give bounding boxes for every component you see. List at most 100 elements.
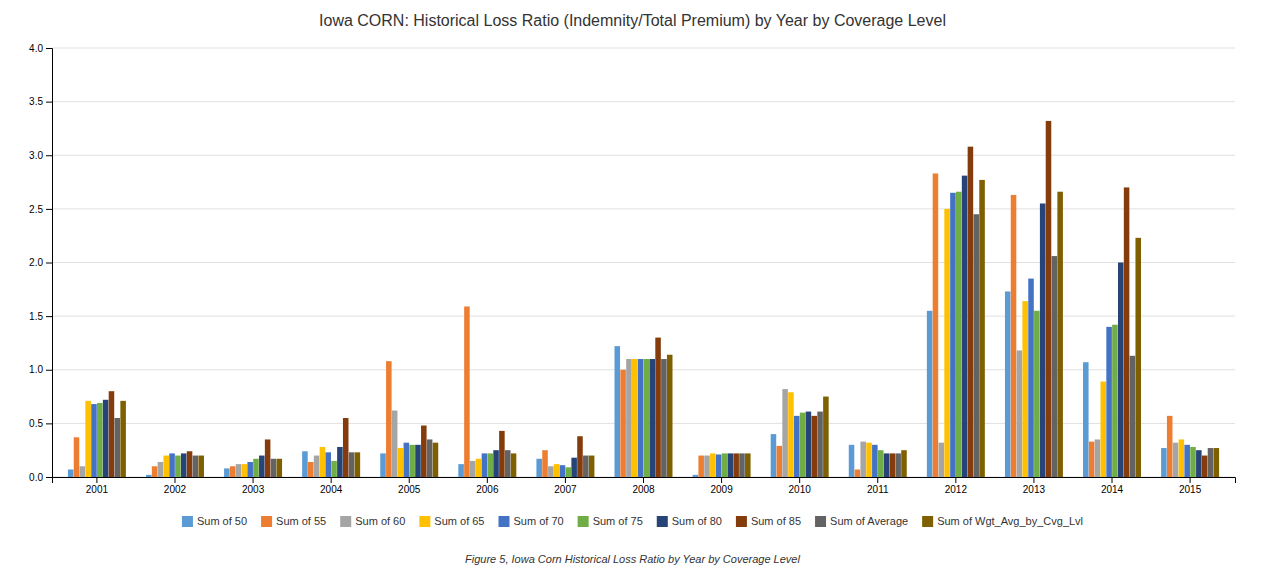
grid-line	[52, 155, 1235, 156]
x-tick-label: 2007	[554, 484, 577, 495]
x-tick-label: 2001	[86, 484, 109, 495]
series	[91, 193, 1190, 477]
x-tick-mark	[1033, 477, 1034, 483]
legend-label: Sum of Average	[830, 515, 908, 527]
bar	[1161, 448, 1167, 477]
x-tick-mark	[643, 477, 644, 483]
bar	[415, 445, 421, 477]
bar	[1040, 204, 1046, 477]
y-tick-mark	[46, 477, 52, 478]
bar	[571, 458, 577, 477]
bar	[1089, 442, 1095, 477]
y-tick: 3.5	[29, 96, 52, 107]
x-tick-mark	[721, 477, 722, 483]
bar	[1017, 350, 1023, 477]
x-tick-label: 2008	[632, 484, 655, 495]
legend-label: Sum of Wgt_Avg_by_Cvg_Lvl	[937, 515, 1083, 527]
bar	[242, 464, 248, 477]
x-tick-label: 2006	[476, 484, 499, 495]
bar	[1005, 291, 1011, 477]
bar	[380, 453, 386, 477]
bar	[1011, 195, 1017, 477]
bar	[103, 400, 109, 477]
bar	[884, 453, 890, 477]
bar	[745, 453, 751, 477]
y-tick: 2.0	[29, 257, 52, 268]
bar	[493, 450, 499, 477]
bar	[91, 404, 97, 477]
bar	[895, 453, 901, 477]
legend-swatch	[419, 516, 430, 527]
y-tick-mark	[46, 155, 52, 156]
x-tick-mark	[174, 477, 175, 483]
bar	[536, 459, 542, 477]
bar	[800, 413, 806, 477]
bar	[355, 452, 361, 477]
x-tick-label: 2003	[242, 484, 265, 495]
y-axis-line	[46, 49, 53, 478]
bar	[464, 306, 470, 477]
bar	[1057, 192, 1063, 477]
x-tick: 2004	[320, 477, 343, 495]
x-axis-line	[53, 478, 1236, 484]
legend-label: Sum of 75	[593, 515, 643, 527]
bar	[421, 426, 427, 477]
bar	[193, 456, 199, 477]
bar	[771, 434, 777, 477]
plot: 0.00.51.01.52.02.53.03.54.02001200220032…	[29, 43, 1235, 495]
bar	[236, 464, 242, 477]
bar	[1034, 311, 1040, 477]
bar	[1214, 448, 1220, 477]
bar	[817, 412, 823, 477]
bar	[115, 418, 121, 477]
y-tick-mark	[46, 102, 52, 103]
x-tick-mark	[253, 477, 254, 483]
bar	[320, 447, 326, 477]
bar	[1101, 382, 1107, 477]
bar	[470, 461, 476, 477]
bar	[247, 462, 253, 477]
legend-label: Sum of 50	[197, 515, 247, 527]
bar	[589, 456, 595, 477]
legend-swatch	[182, 516, 193, 527]
x-tick-mark	[409, 477, 410, 483]
bar	[548, 466, 554, 477]
bar	[1167, 416, 1173, 477]
legend-label: Sum of 80	[672, 515, 722, 527]
bar	[944, 209, 950, 477]
bar	[693, 475, 699, 477]
x-tick-mark	[1190, 477, 1191, 483]
bar	[511, 453, 517, 477]
bar	[1028, 279, 1034, 477]
bar	[577, 436, 583, 477]
bar	[855, 469, 861, 477]
x-tick: 2012	[945, 477, 968, 495]
legend-swatch	[815, 516, 826, 527]
bar	[661, 359, 667, 477]
y-tick-label: 0.0	[29, 472, 43, 483]
y-tick-mark	[46, 209, 52, 210]
legend-swatch	[922, 516, 933, 527]
series	[115, 214, 1214, 477]
y-tick: 0.5	[29, 418, 52, 429]
legend: Sum of 50Sum of 55Sum of 60Sum of 65Sum …	[182, 515, 1083, 527]
x-tick: 2009	[710, 477, 733, 495]
legend-label: Sum of 55	[276, 515, 326, 527]
bar	[253, 459, 259, 477]
x-tick: 2010	[789, 477, 812, 495]
grid-line	[52, 48, 1235, 49]
bar	[722, 453, 728, 477]
bar	[860, 442, 866, 477]
bar	[1022, 301, 1028, 477]
bar	[973, 214, 979, 477]
legend-item: Sum of 55	[261, 515, 326, 527]
bar	[398, 448, 404, 477]
y-tick-mark	[46, 370, 52, 371]
bar	[626, 359, 632, 477]
bar	[433, 443, 439, 477]
bar	[542, 450, 548, 477]
bar	[74, 437, 80, 477]
bar	[68, 469, 74, 477]
x-tick-mark	[955, 477, 956, 483]
bar	[198, 456, 204, 477]
